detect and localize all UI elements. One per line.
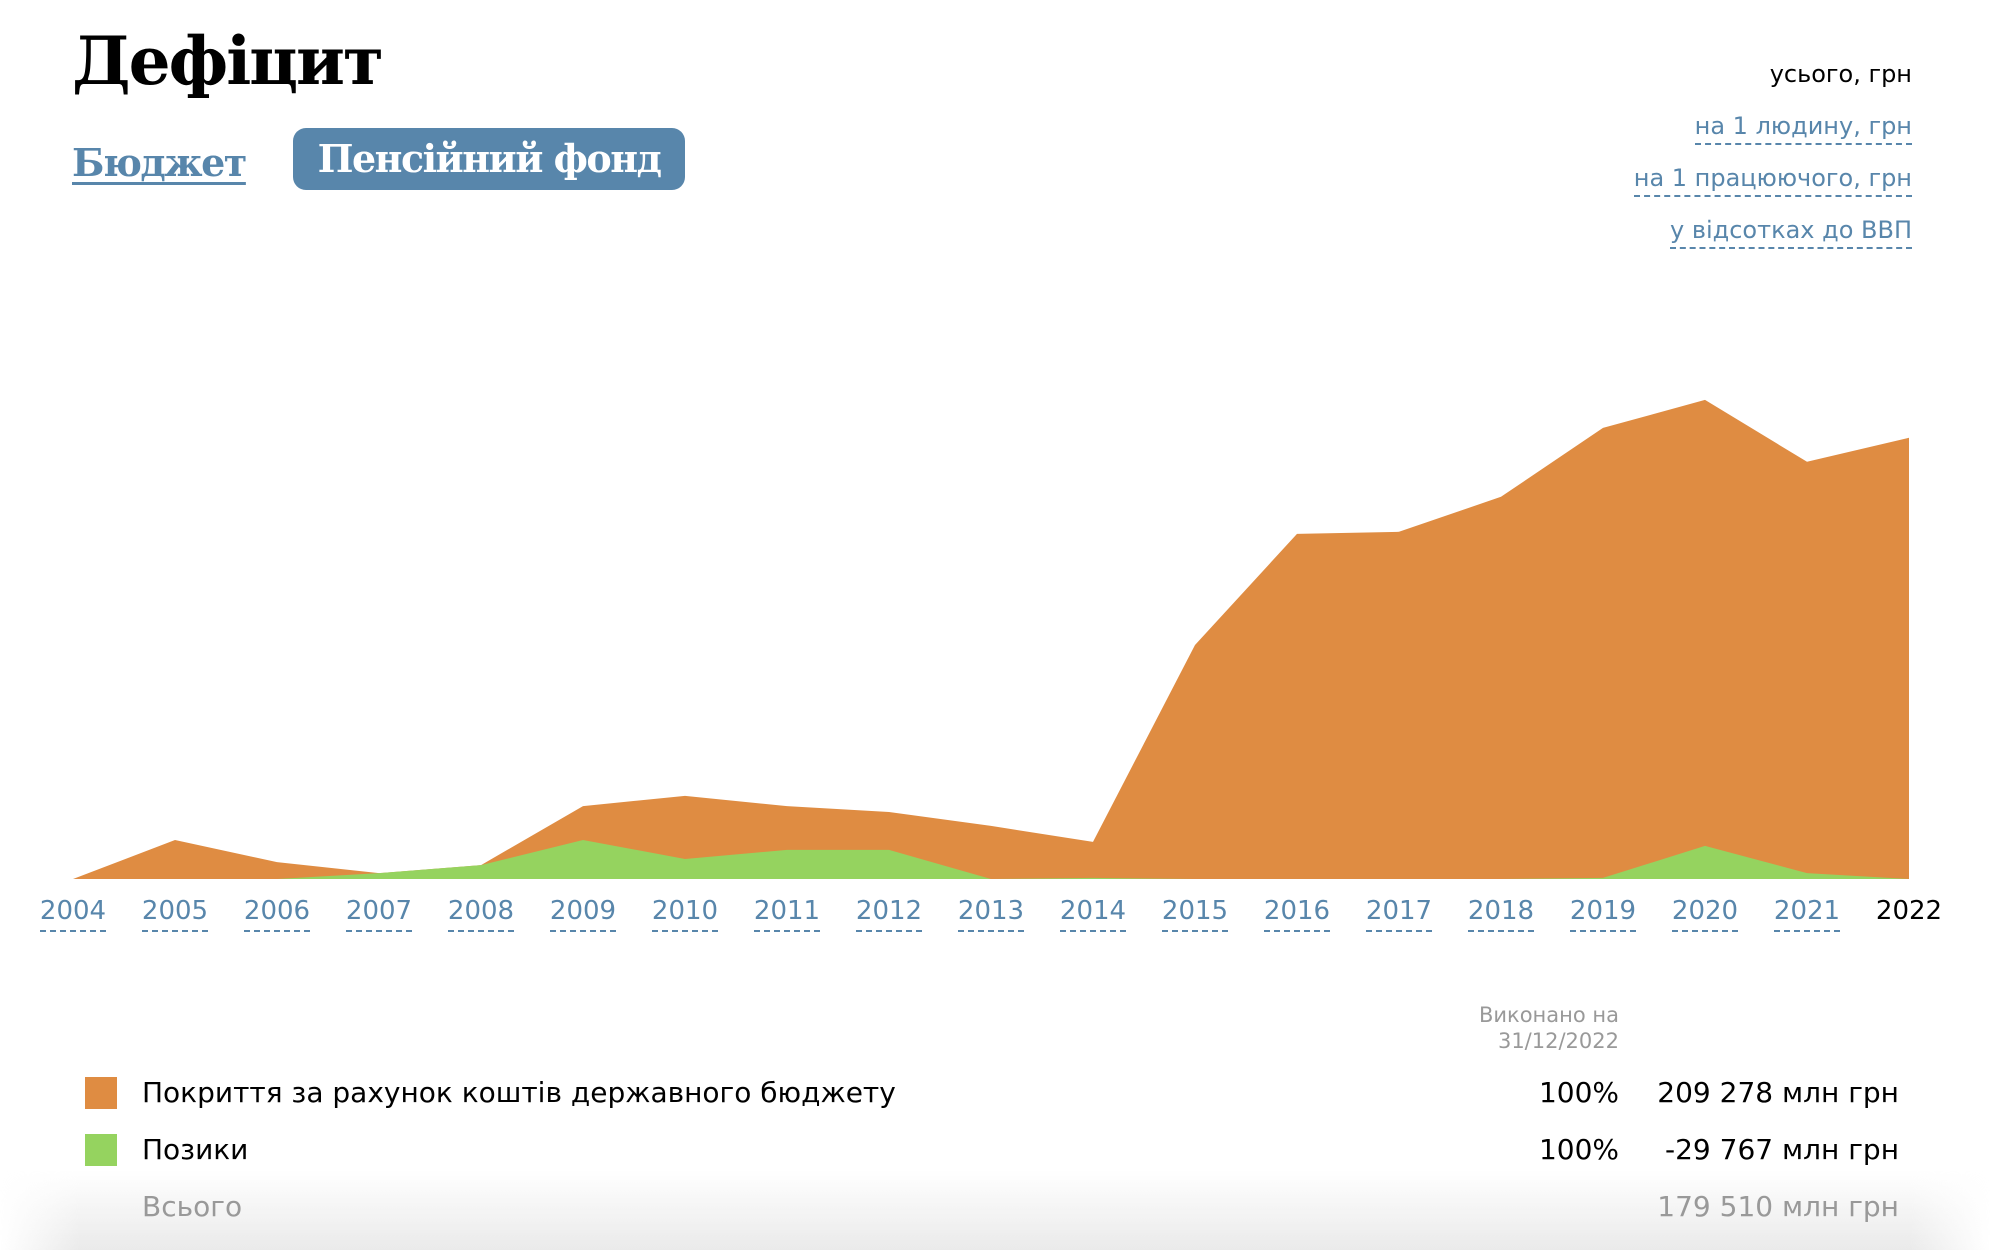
year-tick-2015[interactable]: 2015 (1145, 894, 1245, 932)
year-label[interactable]: 2011 (753, 896, 821, 932)
year-label[interactable]: 2020 (1671, 896, 1739, 932)
year-tick-2010[interactable]: 2010 (635, 894, 735, 932)
tab-pension-fund[interactable]: Пенсійний фонд (293, 128, 685, 190)
year-label[interactable]: 2004 (39, 896, 107, 932)
year-tick-2005[interactable]: 2005 (125, 894, 225, 932)
legend-row-budget-coverage: Покриття за рахунок коштів державного бю… (0, 1073, 1990, 1113)
year-tick-2022: 2022 (1859, 894, 1959, 928)
year-label[interactable]: 2016 (1263, 896, 1331, 932)
year-tick-2013[interactable]: 2013 (941, 894, 1041, 932)
area-budget-coverage (73, 399, 1909, 879)
legend-row-loans: Позики 100% -29 767 млн грн (0, 1130, 1990, 1170)
year-label[interactable]: 2013 (957, 896, 1025, 932)
percent-loans: 100% (1538, 1133, 1619, 1166)
year-tick-2009[interactable]: 2009 (533, 894, 633, 932)
year-tick-2020[interactable]: 2020 (1655, 894, 1755, 932)
year-tick-2016[interactable]: 2016 (1247, 894, 1347, 932)
year-label: 2022 (1875, 896, 1943, 926)
year-label[interactable]: 2019 (1569, 896, 1637, 932)
unit-per-worker-label[interactable]: на 1 працюючого, грн (1633, 164, 1912, 197)
legend-label-budget-coverage: Покриття за рахунок коштів державного бю… (142, 1076, 896, 1109)
unit-per-person-label[interactable]: на 1 людину, грн (1694, 112, 1912, 145)
unit-per-person[interactable]: на 1 людину, грн (1634, 100, 1912, 152)
year-tick-2014[interactable]: 2014 (1043, 894, 1143, 932)
area-loans (73, 840, 1909, 879)
year-tick-2018[interactable]: 2018 (1451, 894, 1551, 932)
legend-swatch-loans (85, 1134, 117, 1166)
deficit-area-chart (73, 399, 1909, 879)
executed-header-line1: Виконано на (1478, 1003, 1619, 1027)
year-tick-2008[interactable]: 2008 (431, 894, 531, 932)
unit-total-label: усього, грн (1769, 60, 1912, 88)
year-tick-2019[interactable]: 2019 (1553, 894, 1653, 932)
year-label[interactable]: 2021 (1773, 896, 1841, 932)
unit-switcher: усього, грн на 1 людину, грн на 1 працюю… (1633, 48, 1912, 256)
legend-label-loans: Позики (142, 1133, 249, 1166)
page-title: Дефіцит (72, 22, 384, 100)
executed-date: 31/12/2022 (1497, 1029, 1619, 1053)
value-budget-coverage: 209 278 млн грн (1657, 1076, 1899, 1109)
bottom-fade (0, 1170, 1990, 1250)
total-row: Всього 179 510 млн грн (0, 1187, 1990, 1227)
year-label[interactable]: 2018 (1467, 896, 1535, 932)
year-label[interactable]: 2005 (141, 896, 209, 932)
year-tick-2006[interactable]: 2006 (227, 894, 327, 932)
unit-percent-gdp[interactable]: у відсотках до ВВП (1634, 204, 1912, 256)
year-tick-2017[interactable]: 2017 (1349, 894, 1449, 932)
year-tick-2012[interactable]: 2012 (839, 894, 939, 932)
unit-percent-gdp-label[interactable]: у відсотках до ВВП (1669, 216, 1912, 249)
year-label[interactable]: 2006 (243, 896, 311, 932)
executed-header: Виконано на 31/12/2022 (1479, 1002, 1619, 1054)
year-label[interactable]: 2009 (549, 896, 617, 932)
year-label[interactable]: 2008 (447, 896, 515, 932)
unit-total: усього, грн (1634, 48, 1912, 100)
year-tick-2011[interactable]: 2011 (737, 894, 837, 932)
percent-budget-coverage: 100% (1538, 1076, 1619, 1109)
year-tick-2007[interactable]: 2007 (329, 894, 429, 932)
year-label[interactable]: 2010 (651, 896, 719, 932)
year-label[interactable]: 2007 (345, 896, 413, 932)
year-tick-2004[interactable]: 2004 (23, 894, 123, 932)
legend-swatch-budget-coverage (85, 1077, 117, 1109)
total-label: Всього (142, 1190, 243, 1223)
value-loans: -29 767 млн грн (1665, 1133, 1899, 1166)
year-label[interactable]: 2015 (1161, 896, 1229, 932)
unit-per-worker[interactable]: на 1 працюючого, грн (1633, 152, 1912, 204)
tab-budget[interactable]: Бюджет (72, 140, 247, 185)
year-label[interactable]: 2017 (1365, 896, 1433, 932)
year-label[interactable]: 2012 (855, 896, 923, 932)
year-tick-2021[interactable]: 2021 (1757, 894, 1857, 932)
year-label[interactable]: 2014 (1059, 896, 1127, 932)
total-value: 179 510 млн грн (1657, 1190, 1899, 1223)
